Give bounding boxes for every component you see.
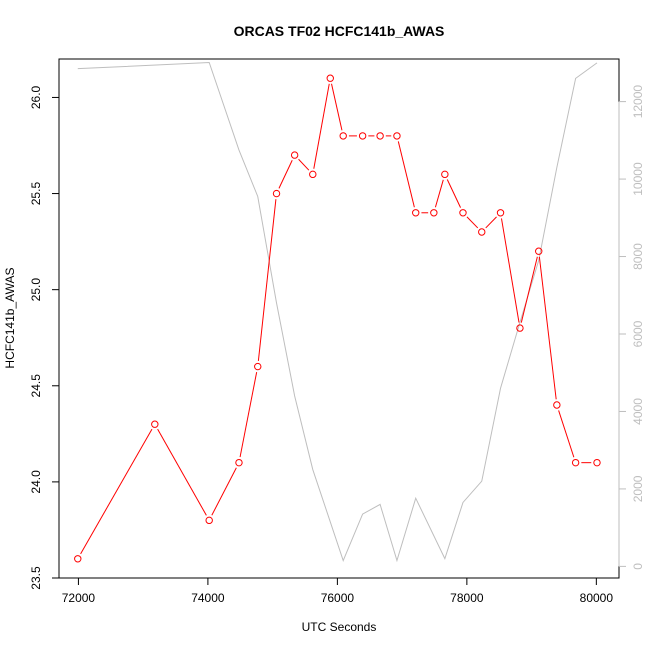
series-segment bbox=[520, 256, 538, 323]
y-tick-label: 24.0 bbox=[29, 470, 43, 494]
series-segment bbox=[466, 216, 479, 229]
data-point bbox=[339, 132, 347, 140]
data-point bbox=[205, 516, 213, 525]
series-segment bbox=[538, 256, 557, 400]
x-tick-label: 72000 bbox=[62, 591, 96, 605]
y2-tick-label: 6000 bbox=[631, 320, 645, 347]
x-axis-label: UTC Seconds bbox=[302, 620, 377, 634]
series-segment bbox=[485, 216, 497, 229]
data-point bbox=[326, 74, 334, 82]
series-segment bbox=[558, 410, 575, 458]
y-tick-label: 26.0 bbox=[29, 85, 43, 109]
data-point bbox=[254, 362, 262, 371]
data-point bbox=[393, 132, 401, 140]
data-point bbox=[593, 458, 601, 467]
y-tick-label: 25.5 bbox=[29, 182, 43, 206]
series-segment bbox=[80, 428, 153, 555]
series-segment bbox=[211, 467, 237, 516]
series-layer bbox=[74, 61, 601, 563]
series-segment bbox=[298, 158, 310, 171]
x-tick-label: 76000 bbox=[321, 591, 355, 605]
y-axis-label: HCFC141b_AWAS bbox=[3, 267, 17, 368]
x-tick-label: 74000 bbox=[191, 591, 225, 605]
data-point bbox=[516, 324, 524, 332]
series-segment bbox=[397, 141, 415, 208]
y2-tick-label: 4000 bbox=[631, 398, 645, 425]
y2-tick-label: 8000 bbox=[631, 243, 645, 270]
y2-tick-label: 2000 bbox=[631, 475, 645, 502]
y2-tick-label: 0 bbox=[631, 563, 645, 570]
x-tick-label: 78000 bbox=[450, 591, 484, 605]
series-segment bbox=[313, 83, 330, 169]
y-tick-label: 25.0 bbox=[29, 278, 43, 302]
series-segment bbox=[239, 372, 258, 458]
data-point bbox=[272, 189, 281, 198]
series-segment bbox=[331, 83, 343, 131]
y-tick-label: 23.5 bbox=[29, 566, 43, 590]
data-point bbox=[376, 132, 384, 140]
data-point bbox=[535, 247, 543, 255]
data-point bbox=[459, 209, 467, 217]
data-point bbox=[290, 151, 299, 159]
data-point bbox=[309, 170, 317, 179]
data-point bbox=[235, 458, 243, 467]
y2-tick-label: 10000 bbox=[631, 162, 645, 196]
data-point bbox=[74, 555, 82, 563]
series-segment bbox=[157, 428, 207, 516]
data-point bbox=[553, 401, 561, 409]
series-segment bbox=[446, 179, 461, 208]
y2-tick-label: 12000 bbox=[631, 85, 645, 119]
altitude-series-line bbox=[77, 61, 598, 563]
plot-box bbox=[58, 58, 620, 579]
data-point bbox=[478, 228, 486, 236]
x-tick-label: 80000 bbox=[580, 591, 614, 605]
data-point bbox=[358, 132, 367, 140]
series-segment bbox=[434, 179, 444, 208]
data-point bbox=[571, 458, 580, 467]
x-axis: 72000 74000 76000 78000 80000 bbox=[62, 577, 614, 605]
data-point bbox=[412, 209, 420, 217]
data-point bbox=[441, 170, 449, 179]
y-axis: 23.5 24.0 24.5 25.0 25.5 26.0 bbox=[29, 85, 60, 590]
series-segment bbox=[257, 199, 277, 361]
chart-title: ORCAS TF02 HCFC141b_AWAS bbox=[234, 23, 445, 39]
y2-axis: 0 2000 4000 6000 8000 10000 12000 bbox=[618, 85, 645, 570]
series-segment bbox=[500, 218, 520, 323]
data-point bbox=[430, 209, 438, 217]
data-point bbox=[496, 209, 505, 217]
data-point bbox=[151, 420, 159, 428]
y-tick-label: 24.5 bbox=[29, 374, 43, 398]
series-segment bbox=[278, 160, 293, 189]
